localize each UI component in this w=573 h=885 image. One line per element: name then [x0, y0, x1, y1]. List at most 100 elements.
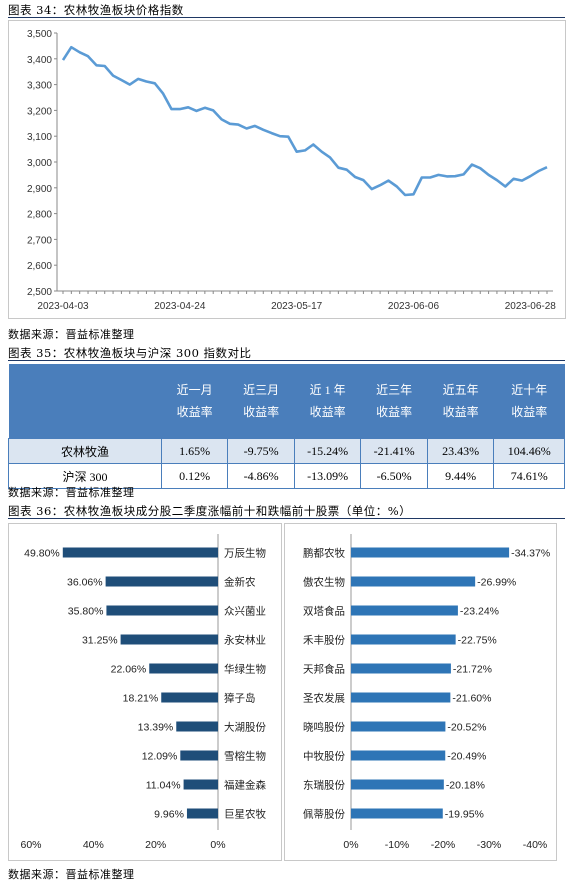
x-tick-label: 2023-05-17: [271, 301, 323, 312]
caption-rule: [8, 518, 565, 519]
data-label: -23.24%: [460, 606, 499, 618]
bar: [105, 576, 218, 587]
data-label: 9.96%: [154, 809, 184, 821]
y-tick-label: 2,600: [27, 261, 52, 272]
y-tick-label: 3,500: [27, 29, 52, 40]
y-tick-label: 3,400: [27, 55, 52, 66]
x-tick-label: 2023-06-06: [388, 301, 440, 312]
y-tick-label: 3,000: [27, 158, 52, 169]
bar: [180, 750, 218, 761]
table-header-row: 近一月 收益率 近三月 收益率 近 1 年收益率 近三年 收益率 近五年 收益率 近十年…: [8, 364, 565, 439]
data-label: -22.75%: [458, 635, 497, 647]
y-tick-label: 3,100: [27, 132, 52, 143]
table-header-cell: 近十年 收益率: [493, 364, 565, 439]
bar: [183, 779, 218, 790]
bar: [161, 692, 218, 703]
bar: [106, 605, 218, 616]
category-label: 佩蒂股份: [303, 808, 345, 821]
data-label: 35.80%: [68, 606, 104, 618]
y-tick-label: 2,500: [27, 287, 52, 298]
table-cell: 74.61%: [493, 463, 565, 489]
category-label: 大湖股份: [224, 721, 266, 734]
index-series-line: [61, 45, 548, 197]
x-tick-label: -30%: [477, 839, 502, 851]
data-label: -20.49%: [447, 751, 486, 763]
data-label: 36.06%: [67, 577, 103, 589]
x-tick-label: 20%: [145, 839, 166, 851]
table-cell: -13.09%: [293, 463, 362, 489]
data-label: -21.72%: [453, 664, 492, 676]
x-tick-label: -20%: [431, 839, 456, 851]
data-label: -19.95%: [445, 809, 484, 821]
x-tick-label: -10%: [385, 839, 410, 851]
index-line-chart-panel: 2,500 2,600 2,700 2,800 2,900 3,000 3,100 3,200…: [8, 20, 566, 319]
table-cell: -6.50%: [360, 463, 428, 489]
figure-34-caption: 图表 34：农林牧渔板块价格指数: [8, 3, 184, 17]
x-tick-label: 0%: [343, 839, 358, 851]
table-header-cell: 近五年 收益率: [427, 364, 495, 439]
bar: [351, 779, 444, 790]
bar: [351, 547, 510, 558]
category-label: 华绿生物: [224, 663, 266, 676]
x-tick-label: 60%: [20, 839, 41, 851]
caption-rule: [8, 17, 565, 18]
category-label: 獐子岛: [224, 692, 256, 705]
category-label: 众兴菌业: [224, 606, 266, 618]
x-tick-label: 0%: [210, 839, 225, 851]
bar: [351, 576, 476, 587]
bar: [186, 808, 218, 819]
table-row: 沪深 300 0.12% -4.86% -13.09% -6.50% 9.44%…: [8, 463, 565, 489]
row-name: 农林牧渔: [8, 438, 162, 464]
x-tick-label: 40%: [83, 839, 104, 851]
category-label: 巨星农牧: [224, 808, 266, 821]
category-label: 傲农生物: [303, 576, 345, 589]
y-tick-label: 2,700: [27, 235, 52, 246]
category-label: 中牧股份: [303, 750, 345, 763]
category-label: 东瑞股份: [303, 779, 345, 792]
category-label: 雪榕生物: [224, 750, 266, 763]
bar: [351, 808, 443, 819]
bar: [351, 692, 451, 703]
caption-rule: [8, 360, 565, 361]
data-label: 11.04%: [146, 780, 181, 792]
figure-35-caption: 图表 35：农林牧渔板块与沪深 300 指数对比: [8, 346, 252, 360]
y-tick-label: 2,900: [27, 184, 52, 195]
table-header-cell: 近三年 收益率: [360, 364, 428, 439]
bar: [149, 663, 218, 674]
table-row: 农林牧渔 1.65% -9.75% -15.24% -21.41% 23.43%…: [8, 438, 565, 464]
table-header-blank: [8, 364, 162, 439]
table-cell: -9.75%: [227, 438, 295, 464]
data-label: 49.80%: [24, 548, 60, 560]
category-label: 永安林业: [224, 634, 266, 647]
y-tick-label: 3,300: [27, 81, 52, 92]
bar: [351, 634, 456, 645]
category-label: 鹏都农牧: [303, 547, 345, 560]
category-label: 金新农: [224, 576, 256, 589]
table-cell: 9.44%: [426, 463, 495, 489]
category-label: 双塔食品: [303, 605, 345, 618]
return-comparison-table: 近一月 收益率 近三月 收益率 近 1 年收益率 近三年 收益率 近五年 收益率 近十年…: [8, 364, 565, 489]
data-label: 18.21%: [123, 693, 159, 705]
table-header-cell: 近三月 收益率: [227, 364, 295, 439]
category-label: 禾丰股份: [303, 634, 345, 647]
x-tick-label: 2023-06-28: [505, 301, 557, 312]
category-label: 万辰生物: [224, 547, 266, 560]
table-cell: 23.43%: [426, 438, 495, 464]
data-label: 31.25%: [82, 635, 118, 647]
data-label: 13.39%: [138, 722, 174, 734]
index-line-chart: 2,500 2,600 2,700 2,800 2,900 3,000 3,100 3,200…: [27, 29, 557, 312]
gainers-bar-chart: 49.80% 万辰生物 36.06% 金新农 35.80% 众兴菌业 31.25% 永安林业 2…: [20, 534, 266, 851]
bar: [351, 605, 458, 616]
row-name: 沪深 300: [8, 463, 162, 489]
bar: [351, 721, 446, 732]
y-tick-label: 3,200: [27, 106, 52, 117]
bar: [120, 634, 218, 645]
table-cell: -21.41%: [360, 438, 428, 464]
bar: [351, 663, 451, 674]
figure-36-source: 数据来源：晋益标准整理: [8, 868, 135, 881]
table-cell: -4.86%: [227, 463, 295, 489]
data-label: -20.18%: [446, 780, 485, 792]
figure-35-source: 数据来源：晋益标准整理: [8, 486, 135, 499]
x-tick-label: 2023-04-03: [37, 301, 89, 312]
figure-36-caption: 图表 36：农林牧渔板块成分股二季度涨幅前十和跌幅前十股票（单位：%）: [8, 504, 412, 518]
